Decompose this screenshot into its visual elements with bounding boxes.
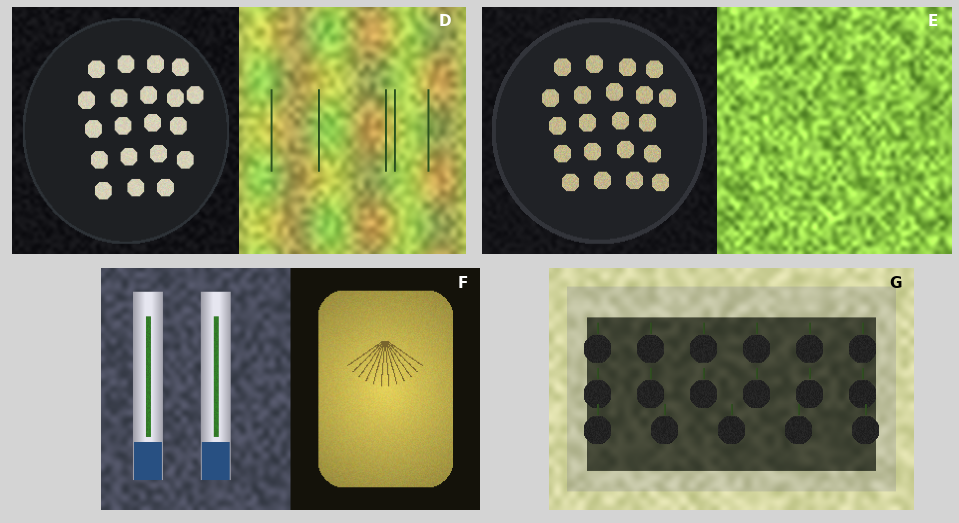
- Text: G: G: [890, 276, 902, 291]
- Text: F: F: [457, 276, 468, 291]
- Text: E: E: [927, 14, 938, 29]
- Text: D: D: [439, 14, 452, 29]
